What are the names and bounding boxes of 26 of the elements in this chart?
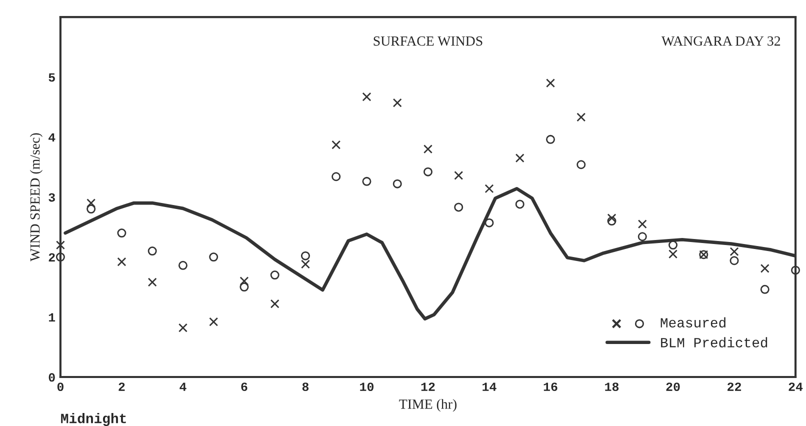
x-tick-label: 24 [788,382,803,391]
y-axis-title: WIND SPEED (m/sec) [30,133,43,262]
y-tick-label: 4 [48,133,56,142]
x-tick-label: 10 [360,382,374,392]
x-tick-label: 6 [241,382,248,392]
y-tick-label: 0 [48,373,55,382]
text: WANGARA DAY 32 [661,36,780,46]
x-tick-label: 0 [57,382,64,392]
x-tick-label: 14 [482,382,496,391]
x-tick-label: 18 [605,382,619,392]
text: Midnight [61,413,126,426]
x-tick-label: 20 [666,382,680,392]
text: SURFACE WINDS [374,36,482,46]
x-tick-label: 8 [302,382,309,392]
y-tick-label: 2 [48,253,55,262]
x-tick-label: 2 [118,382,125,391]
x-tick-label: 12 [421,382,435,391]
legend-label: BLM Predicted [661,337,768,348]
x-tick-label: 4 [180,382,186,391]
x-tick-label: 22 [728,382,742,391]
y-tick-label: 5 [48,73,55,82]
y-tick-label: 3 [48,193,55,202]
x-axis-title: TIME (hr) [399,399,456,412]
x-tick-label: 16 [544,382,558,392]
y-tick-label: 1 [48,313,56,322]
legend-label: Measured [660,317,726,328]
